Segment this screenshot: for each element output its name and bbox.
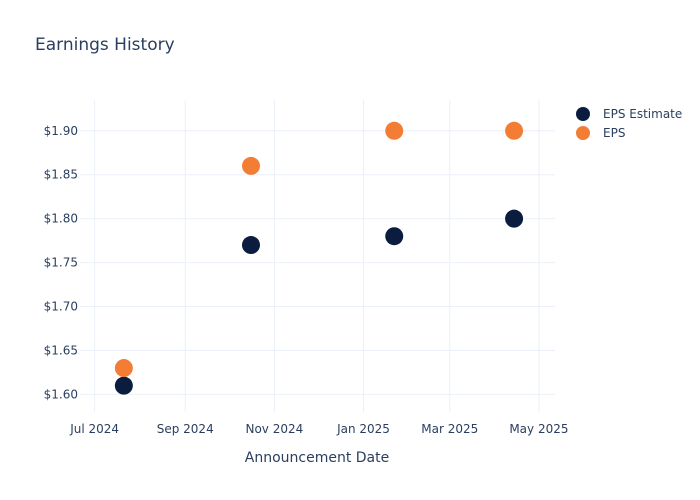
y-tick-label: $1.80 — [44, 212, 78, 226]
eps-point — [242, 156, 260, 175]
x-axis-title: Announcement Date — [245, 450, 389, 466]
grid-layer — [80, 100, 555, 412]
eps-estimate-point — [114, 376, 133, 395]
point-layer — [114, 121, 524, 395]
x-tick-label: Sep 2024 — [157, 422, 214, 436]
x-tick-label: Jul 2024 — [69, 422, 119, 436]
y-tick-label: $1.75 — [44, 256, 78, 270]
legend: EPS Estimate EPS — [576, 107, 682, 140]
eps-point — [385, 121, 404, 140]
y-tick-label: $1.85 — [44, 168, 78, 182]
eps-estimate-legend-marker — [576, 107, 590, 121]
chart-title: Earnings History — [35, 35, 175, 55]
x-tick-label: Jan 2025 — [336, 422, 390, 436]
y-tick-label: $1.60 — [44, 387, 78, 401]
eps-legend-label: EPS — [603, 126, 625, 140]
eps-point — [114, 359, 133, 378]
eps-legend-marker — [576, 126, 590, 140]
tick-layer: $1.60 $1.65 $1.70 $1.75 $1.80 $1.85 $1.90 Jul 2… — [44, 124, 569, 436]
eps-estimate-legend-label: EPS Estimate — [603, 107, 682, 121]
x-tick-label: Mar 2025 — [421, 422, 478, 436]
eps-estimate-point — [505, 209, 524, 228]
x-tick-label: May 2025 — [509, 422, 568, 436]
eps-estimate-point — [242, 236, 260, 255]
eps-point — [505, 121, 524, 140]
y-tick-label: $1.65 — [44, 343, 78, 357]
eps-estimate-point — [385, 227, 404, 246]
x-tick-label: Nov 2024 — [245, 422, 303, 436]
y-tick-label: $1.90 — [44, 124, 78, 138]
y-tick-label: $1.70 — [44, 300, 78, 314]
